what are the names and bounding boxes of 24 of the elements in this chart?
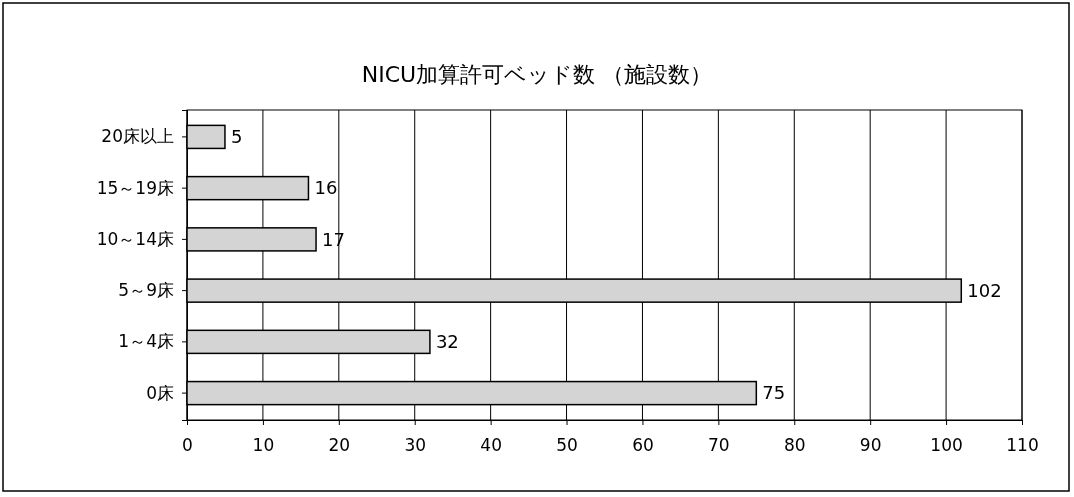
chart-title: NICU加算許可ベッド数 （施設数） — [361, 62, 713, 87]
x-tick-label: 50 — [556, 435, 578, 456]
y-tick-label: 1～4床 — [118, 331, 174, 352]
data-label: 16 — [314, 177, 338, 199]
y-tick-label: 10～14床 — [96, 228, 174, 249]
data-label: 102 — [967, 279, 1002, 301]
data-label: 5 — [230, 126, 243, 148]
data-label: 75 — [762, 382, 786, 404]
x-tick-label: 100 — [930, 435, 963, 456]
x-tick-label: 0 — [182, 435, 193, 456]
data-label: 32 — [435, 331, 459, 353]
x-tick-label: 30 — [404, 435, 427, 456]
y-tick-label: 5～9床 — [118, 280, 174, 301]
x-tick-label: 80 — [783, 435, 806, 456]
y-tick-label: 0床 — [146, 382, 174, 403]
x-tick-label: 90 — [859, 435, 882, 456]
x-tick-label: 110 — [1006, 435, 1039, 456]
x-tick-label: 40 — [480, 435, 502, 456]
y-tick-label: 15～19床 — [96, 177, 174, 198]
x-tick-label: 10 — [252, 435, 275, 456]
y-tick-label: 20床以上 — [101, 126, 174, 147]
x-tick-label: 60 — [632, 435, 654, 456]
x-tick-label: 20 — [328, 435, 351, 456]
x-tick-label: 70 — [708, 435, 730, 456]
